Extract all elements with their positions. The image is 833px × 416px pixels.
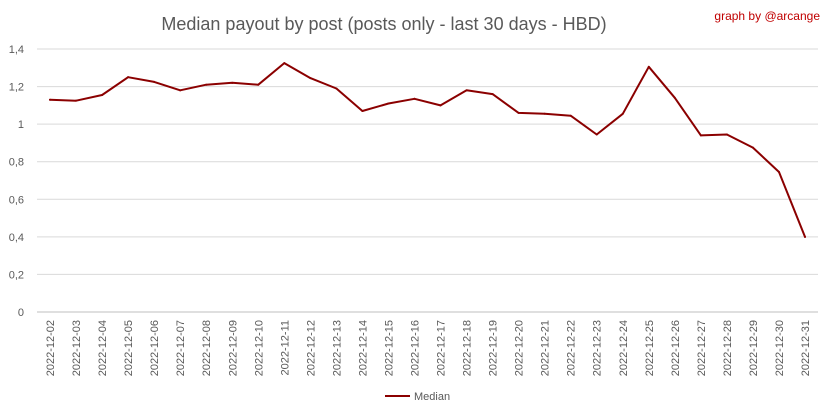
x-tick-label: 2022-12-11: [279, 320, 291, 375]
chart-credit: graph by @arcange: [714, 9, 820, 23]
data-point: [387, 102, 390, 105]
data-point: [179, 89, 182, 92]
x-tick-label: 2022-12-04: [97, 320, 109, 376]
data-point: [673, 96, 676, 99]
x-tick-label: 2022-12-23: [592, 320, 604, 376]
data-point: [257, 83, 260, 86]
y-tick-label: 1,2: [9, 82, 24, 94]
data-point: [621, 112, 624, 115]
x-tick-label: 2022-12-25: [644, 320, 656, 376]
data-point: [569, 114, 572, 117]
chart-title: Median payout by post (posts only - last…: [161, 14, 606, 34]
data-point: [361, 109, 364, 112]
y-axis-tick-labels: 0 0,2 0,4 0,6 0,8 1 1,2 1,4: [9, 44, 24, 319]
data-point: [725, 133, 728, 136]
x-tick-label: 2022-12-08: [201, 320, 213, 376]
legend-label: Median: [414, 391, 450, 403]
data-point: [595, 133, 598, 136]
y-tick-label: 0,8: [9, 157, 24, 169]
x-tick-label: 2022-12-12: [305, 320, 317, 376]
x-tick-label: 2022-12-16: [409, 320, 421, 376]
x-tick-label: 2022-12-17: [436, 320, 448, 376]
data-point: [699, 134, 702, 137]
data-point: [231, 81, 234, 84]
y-tick-label: 1,4: [9, 44, 24, 56]
series-line-median: [49, 62, 806, 238]
x-tick-label: 2022-12-19: [488, 320, 500, 376]
gridlines: [37, 48, 818, 313]
data-point: [491, 93, 494, 96]
data-point: [283, 62, 286, 65]
data-point: [543, 112, 546, 115]
data-point: [335, 87, 338, 90]
x-tick-label: 2022-12-31: [800, 320, 812, 376]
data-point: [803, 235, 806, 238]
x-tick-label: 2022-12-06: [149, 320, 161, 376]
y-tick-label: 0,4: [9, 232, 24, 244]
data-point: [439, 104, 442, 107]
x-tick-label: 2022-12-02: [45, 320, 57, 376]
x-tick-label: 2022-12-27: [696, 320, 708, 376]
data-point: [153, 80, 156, 83]
legend: Median: [385, 391, 450, 403]
x-tick-label: 2022-12-20: [514, 320, 526, 376]
data-point: [647, 65, 650, 68]
y-tick-label: 0: [18, 307, 24, 319]
x-tick-label: 2022-12-13: [331, 320, 343, 376]
data-point: [127, 76, 130, 79]
y-tick-label: 1: [18, 119, 24, 131]
x-tick-label: 2022-12-09: [227, 320, 239, 376]
data-point: [101, 94, 104, 97]
x-axis-tick-labels: 2022-12-02 2022-12-03 2022-12-04 2022-12-05…: [45, 320, 812, 376]
x-tick-label: 2022-12-10: [253, 320, 265, 376]
x-tick-label: 2022-12-15: [383, 320, 395, 376]
x-tick-label: 2022-12-05: [123, 320, 135, 376]
x-tick-label: 2022-12-29: [748, 320, 760, 376]
data-point: [777, 171, 780, 174]
x-tick-label: 2022-12-03: [71, 320, 83, 376]
x-tick-label: 2022-12-07: [175, 320, 187, 376]
x-tick-label: 2022-12-26: [670, 320, 682, 376]
data-point: [751, 146, 754, 149]
x-tick-label: 2022-12-14: [357, 320, 369, 376]
data-point: [465, 89, 468, 92]
series-layer: [49, 62, 806, 238]
data-point: [309, 77, 312, 80]
x-tick-label: 2022-12-24: [618, 320, 630, 376]
x-tick-label: 2022-12-30: [774, 320, 786, 376]
y-tick-label: 0,2: [9, 269, 24, 281]
x-tick-label: 2022-12-21: [540, 320, 552, 376]
x-tick-label: 2022-12-18: [462, 320, 474, 376]
y-tick-label: 0,6: [9, 194, 24, 206]
data-point: [517, 111, 520, 114]
data-point: [75, 99, 78, 102]
data-point: [49, 98, 52, 101]
x-tick-label: 2022-12-22: [566, 320, 578, 376]
data-point: [205, 83, 208, 86]
x-tick-label: 2022-12-28: [722, 320, 734, 376]
data-point: [413, 97, 416, 100]
